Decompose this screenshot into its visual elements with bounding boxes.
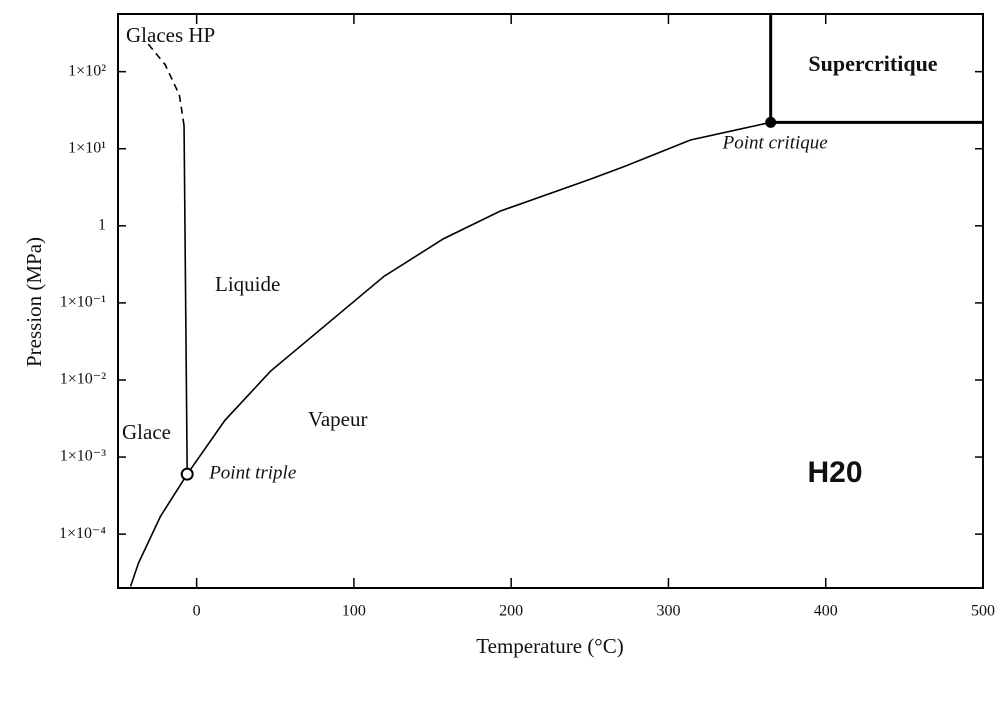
x-tick-label: 500	[971, 603, 995, 620]
y-tick-label: 1×10⁻¹	[60, 294, 106, 311]
region-label: Vapeur	[308, 407, 367, 431]
x-axis-label: Temperature (°C)	[476, 634, 623, 658]
x-tick-label: 400	[814, 603, 838, 620]
y-axis-label: Pression (MPa)	[22, 237, 46, 367]
region-label: Glace	[122, 420, 171, 444]
point-label: Point critique	[722, 133, 828, 154]
region-label: Liquide	[215, 272, 280, 296]
curve	[129, 473, 188, 587]
y-tick-label: 1×10¹	[68, 139, 106, 156]
point-marker	[180, 467, 194, 481]
region-label: Glaces HP	[126, 23, 215, 47]
point-label: Point triple	[208, 463, 296, 484]
curve	[186, 121, 771, 475]
y-tick-label: 1×10⁻⁴	[59, 525, 106, 542]
x-tick-label: 100	[342, 603, 366, 620]
y-tick-label: 1×10⁻²	[60, 371, 106, 388]
point-marker	[765, 116, 777, 128]
plot-frame	[117, 13, 984, 589]
x-tick-label: 300	[656, 603, 680, 620]
x-tick-label: 0	[193, 603, 201, 620]
y-tick-label: 1×10⁻³	[60, 448, 106, 465]
y-tick-label: 1	[98, 216, 106, 233]
curve	[145, 41, 185, 126]
curve	[183, 125, 188, 475]
x-tick-label: 200	[499, 603, 523, 620]
chart-annotation: H20	[807, 456, 862, 489]
region-label: Supercritique	[808, 51, 937, 76]
y-tick-label: 1×10²	[68, 62, 106, 79]
